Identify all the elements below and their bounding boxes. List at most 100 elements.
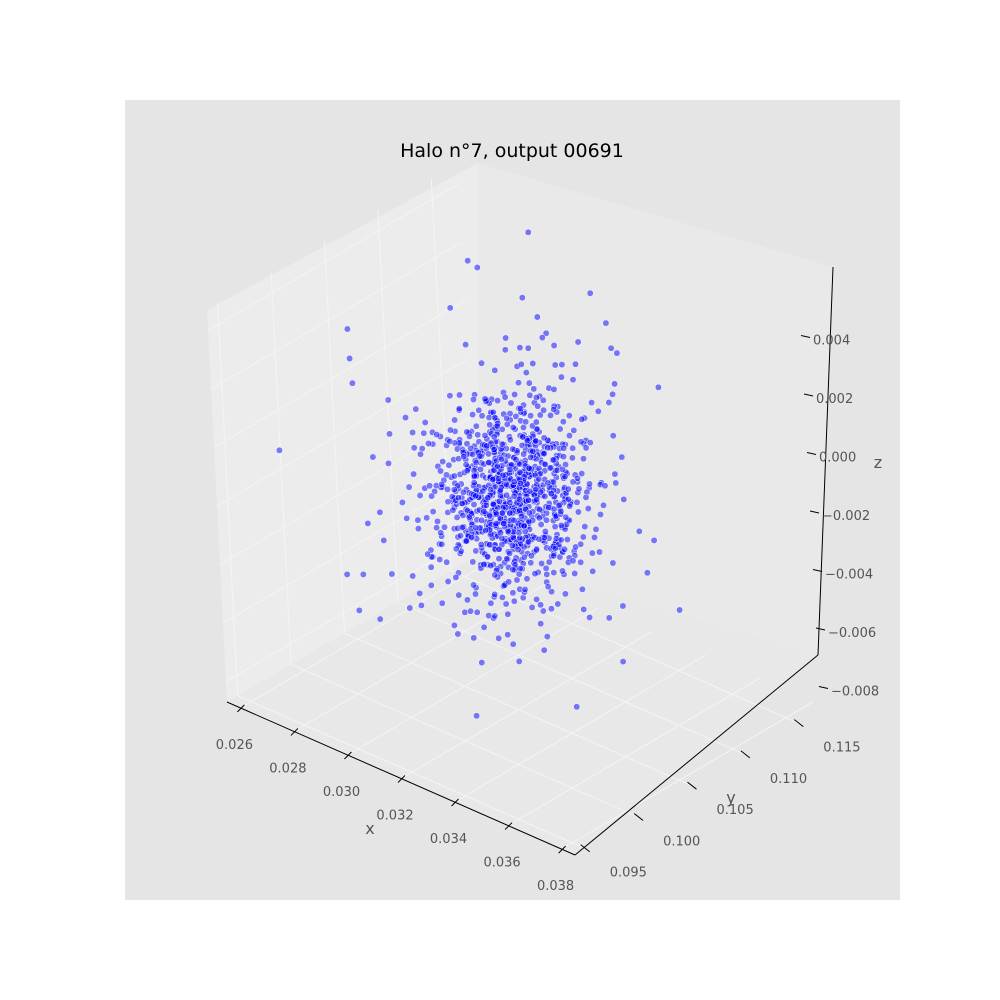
y-tick	[740, 750, 751, 759]
scatter-point	[275, 446, 283, 454]
scatter-point	[486, 421, 494, 429]
scatter-point	[480, 561, 488, 569]
scatter-point	[509, 533, 517, 541]
scatter-point	[473, 264, 481, 271]
grid-line-y-floor	[237, 695, 586, 850]
scatter-point	[503, 555, 511, 563]
scatter-point	[676, 606, 684, 614]
scatter-point	[416, 492, 424, 499]
scatter-point	[495, 475, 502, 483]
scatter-point	[518, 294, 526, 302]
scatter-point	[580, 605, 588, 613]
scatter-point	[416, 589, 424, 597]
z-tick	[818, 686, 829, 690]
scatter-point	[506, 499, 514, 507]
scatter-point	[536, 411, 544, 419]
scatter-point	[526, 391, 534, 399]
grid-line-z	[213, 300, 466, 448]
scatter-point	[420, 429, 428, 437]
scatter-point	[559, 465, 566, 473]
scatter-point	[460, 453, 468, 461]
scatter-point	[487, 486, 495, 494]
scatter-point	[485, 612, 493, 620]
scatter-point	[545, 504, 553, 511]
scatter-point	[482, 501, 490, 509]
scatter-point	[519, 433, 527, 441]
scatter-point	[463, 440, 471, 448]
scatter-point	[532, 394, 540, 402]
scatter-point	[484, 494, 492, 502]
scatter-point	[512, 456, 520, 464]
scatter-point	[451, 416, 459, 424]
scatter-point	[472, 524, 480, 532]
scatter-point	[572, 360, 579, 368]
scatter-point	[503, 414, 511, 422]
scatter-point	[481, 432, 489, 439]
z-tick	[809, 510, 820, 514]
scatter-point	[485, 414, 493, 421]
scatter-point	[589, 567, 597, 575]
scatter-point	[504, 610, 512, 618]
scatter-point	[492, 520, 500, 528]
scatter-point	[650, 536, 658, 544]
grid-line-x	[561, 701, 813, 850]
scatter-point	[376, 508, 384, 516]
scatter-point	[563, 536, 571, 543]
scatter-point	[522, 369, 530, 377]
scatter-point	[482, 526, 490, 534]
scatter-point	[555, 502, 563, 510]
scatter-point	[613, 349, 621, 357]
scatter-point	[434, 517, 441, 525]
scatter-point	[537, 488, 545, 496]
scatter-point	[548, 588, 556, 596]
grid-line-z	[207, 183, 460, 331]
z-tick-label: −0.002	[822, 509, 870, 524]
scatter-point	[523, 575, 531, 583]
x-tick	[504, 822, 513, 830]
scatter-point	[428, 492, 436, 500]
scatter-point	[550, 342, 558, 349]
z-tick	[815, 627, 826, 631]
scatter-point	[501, 581, 509, 589]
scatter-point	[424, 550, 432, 558]
scatter-point	[441, 523, 448, 531]
scatter-point	[500, 520, 508, 527]
scatter-point	[429, 508, 437, 516]
scatter-point	[455, 405, 463, 413]
scatter-point	[462, 537, 470, 545]
scatter-point	[502, 600, 510, 608]
x-tick	[344, 751, 352, 760]
scatter-point	[557, 521, 565, 529]
scatter-point	[491, 366, 499, 374]
scatter-point	[437, 529, 445, 537]
y-tick	[793, 719, 804, 728]
scatter-point	[521, 586, 529, 593]
scatter-point	[533, 313, 541, 321]
scatter-point	[458, 524, 466, 531]
scatter-point	[561, 590, 569, 598]
scatter-point	[515, 529, 523, 537]
scatter-point	[495, 634, 503, 642]
scatter-point	[569, 444, 577, 452]
scatter-point	[380, 536, 388, 544]
scatter-point	[620, 495, 628, 503]
grid-line-z	[210, 241, 463, 390]
scatter-point	[582, 493, 590, 501]
scatter-point	[438, 599, 446, 607]
scatter-point	[544, 479, 552, 487]
scatter-point	[472, 492, 480, 500]
scatter-point	[485, 450, 492, 458]
grid-line-z	[216, 358, 469, 507]
scatter-point	[544, 444, 552, 452]
scatter-point	[470, 479, 478, 487]
scatter-point	[445, 461, 453, 469]
scatter-point	[523, 437, 531, 444]
scatter-point	[472, 590, 479, 598]
scatter-point	[550, 552, 558, 560]
z-tick	[806, 452, 817, 455]
scatter-point	[527, 559, 535, 567]
scatter-point	[498, 535, 506, 542]
scatter-point	[611, 380, 619, 388]
scatter-point	[537, 601, 545, 609]
scatter-point	[465, 513, 473, 521]
